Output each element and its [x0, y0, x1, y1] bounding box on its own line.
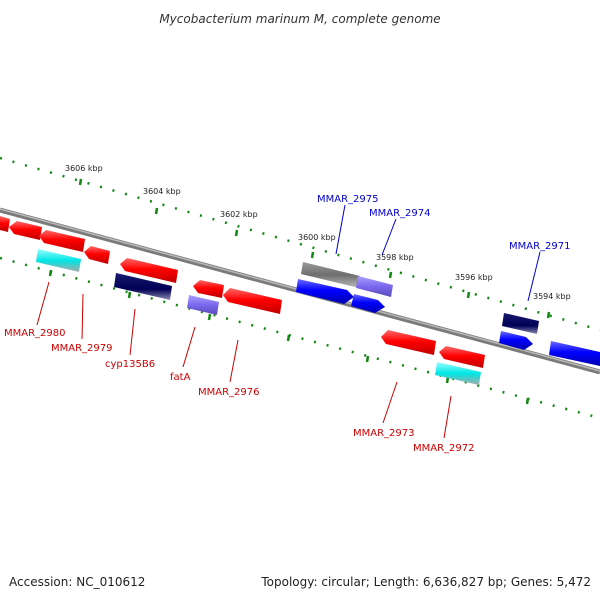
tick-mark — [154, 207, 159, 215]
gene-feature — [187, 295, 219, 315]
gene-label: MMAR_2979 — [51, 343, 113, 354]
tick-label: 3600 kbp — [298, 233, 336, 242]
gene-label: cyp135B6 — [105, 359, 155, 370]
gene-feature — [9, 221, 42, 240]
tick-label: 3604 kbp — [143, 187, 181, 196]
tick-mark — [127, 291, 132, 299]
reverse-strand-features — [0, 216, 485, 385]
map-title: Mycobacterium marinum M, complete genome — [159, 12, 440, 26]
tick-mark — [365, 355, 370, 363]
gene-label: MMAR_2980 — [4, 328, 66, 339]
tick-label: 3594 kbp — [533, 292, 571, 301]
tick-mark — [546, 311, 551, 319]
gene-feature — [120, 258, 178, 283]
gene-label: fatA — [170, 372, 191, 383]
gene-feature — [296, 279, 354, 304]
gene-feature — [435, 362, 481, 385]
tick-mark — [310, 251, 315, 259]
gene-feature — [381, 330, 436, 355]
gene-label: MMAR_2976 — [198, 387, 260, 398]
gene-labels: MMAR_2975 MMAR_2974 MMAR_2971 MMAR_2980 … — [4, 194, 571, 454]
gene-feature — [301, 262, 360, 288]
tick-mark — [388, 271, 393, 279]
tick-mark — [78, 178, 83, 186]
gene-feature — [193, 280, 224, 298]
gene-feature — [351, 294, 385, 313]
gene-feature — [39, 230, 85, 252]
tick-label: 3606 kbp — [65, 164, 103, 173]
gene-feature — [0, 216, 10, 232]
tick-mark — [286, 334, 291, 342]
upper-tick-row — [0, 156, 600, 332]
tick-mark — [48, 269, 53, 277]
gene-feature — [502, 313, 539, 334]
gene-label: MMAR_2975 — [317, 194, 379, 205]
gene-feature — [356, 276, 393, 297]
tick-mark — [466, 291, 471, 299]
forward-label-leaders — [335, 204, 541, 302]
tick-mark — [445, 376, 450, 384]
accession-text: Accession: NC_010612 — [9, 575, 145, 589]
gene-label: MMAR_2971 — [509, 241, 571, 252]
gene-feature — [114, 273, 172, 300]
forward-strand-features — [296, 262, 600, 366]
gene-feature — [439, 346, 485, 368]
tick-label: 3598 kbp — [376, 253, 414, 262]
reverse-label-leaders — [36, 281, 452, 439]
gene-feature — [84, 246, 110, 264]
tick-label: 3596 kbp — [455, 273, 493, 282]
tick-mark — [234, 229, 239, 237]
gene-label: MMAR_2972 — [413, 443, 475, 454]
tick-mark — [525, 397, 530, 405]
topology-text: Topology: circular; Length: 6,636,827 bp… — [260, 575, 591, 589]
tick-labels: 3606 kbp 3604 kbp 3602 kbp 3600 kbp 3598… — [65, 164, 571, 301]
gene-label: MMAR_2973 — [353, 428, 415, 439]
tick-label: 3602 kbp — [220, 210, 258, 219]
tick-mark — [207, 313, 212, 321]
major-ticks — [48, 178, 551, 405]
gene-feature — [36, 249, 81, 272]
gene-feature — [223, 288, 282, 314]
gene-feature — [499, 331, 533, 350]
gene-feature — [549, 341, 600, 366]
gene-label: MMAR_2974 — [369, 208, 431, 219]
